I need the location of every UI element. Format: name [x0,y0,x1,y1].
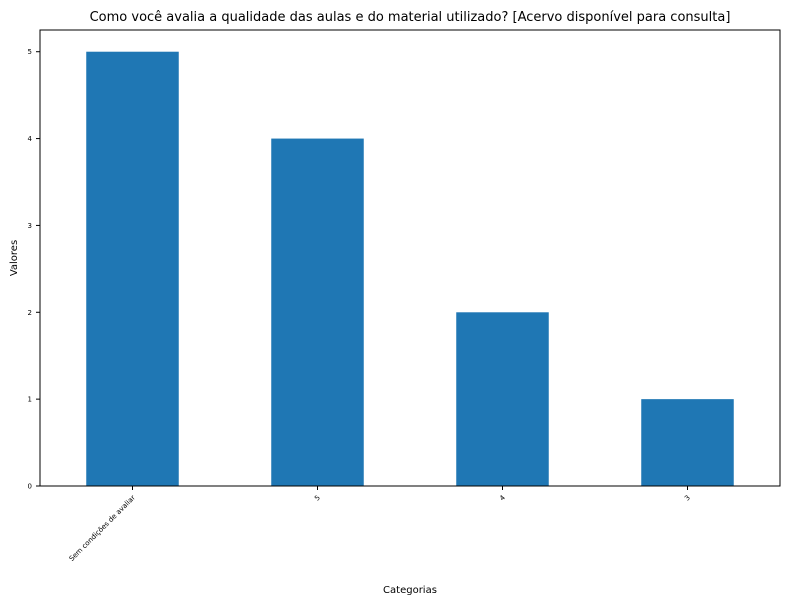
x-tick-label-1: 5 [313,494,322,503]
plot-frame [39,29,781,487]
bar-2 [456,312,549,486]
y-axis-ticks: 0 1 2 3 4 5 [28,48,40,491]
bar-1 [271,138,364,486]
x-tick-label-3: 3 [683,494,692,503]
x-tick-label-2: 4 [498,493,507,502]
y-tick-label-2: 2 [28,309,32,317]
bar-3 [641,399,734,486]
y-axis-label: Valores [9,240,20,276]
y-tick-label-5: 5 [28,48,32,56]
y-tick-label-4: 4 [28,135,33,143]
chart-title: Como você avalia a qualidade das aulas e… [90,10,731,25]
bar-0 [86,51,179,487]
x-axis-label: Categorias [383,585,437,596]
y-tick-label-0: 0 [28,483,32,491]
x-tick-label-0: Sem condições de avaliar [68,494,137,563]
y-tick-label-3: 3 [28,222,32,230]
x-axis-ticks: Sem condições de avaliar 5 4 3 [68,486,692,563]
y-tick-label-1: 1 [28,396,32,404]
bars-layer [86,51,734,487]
